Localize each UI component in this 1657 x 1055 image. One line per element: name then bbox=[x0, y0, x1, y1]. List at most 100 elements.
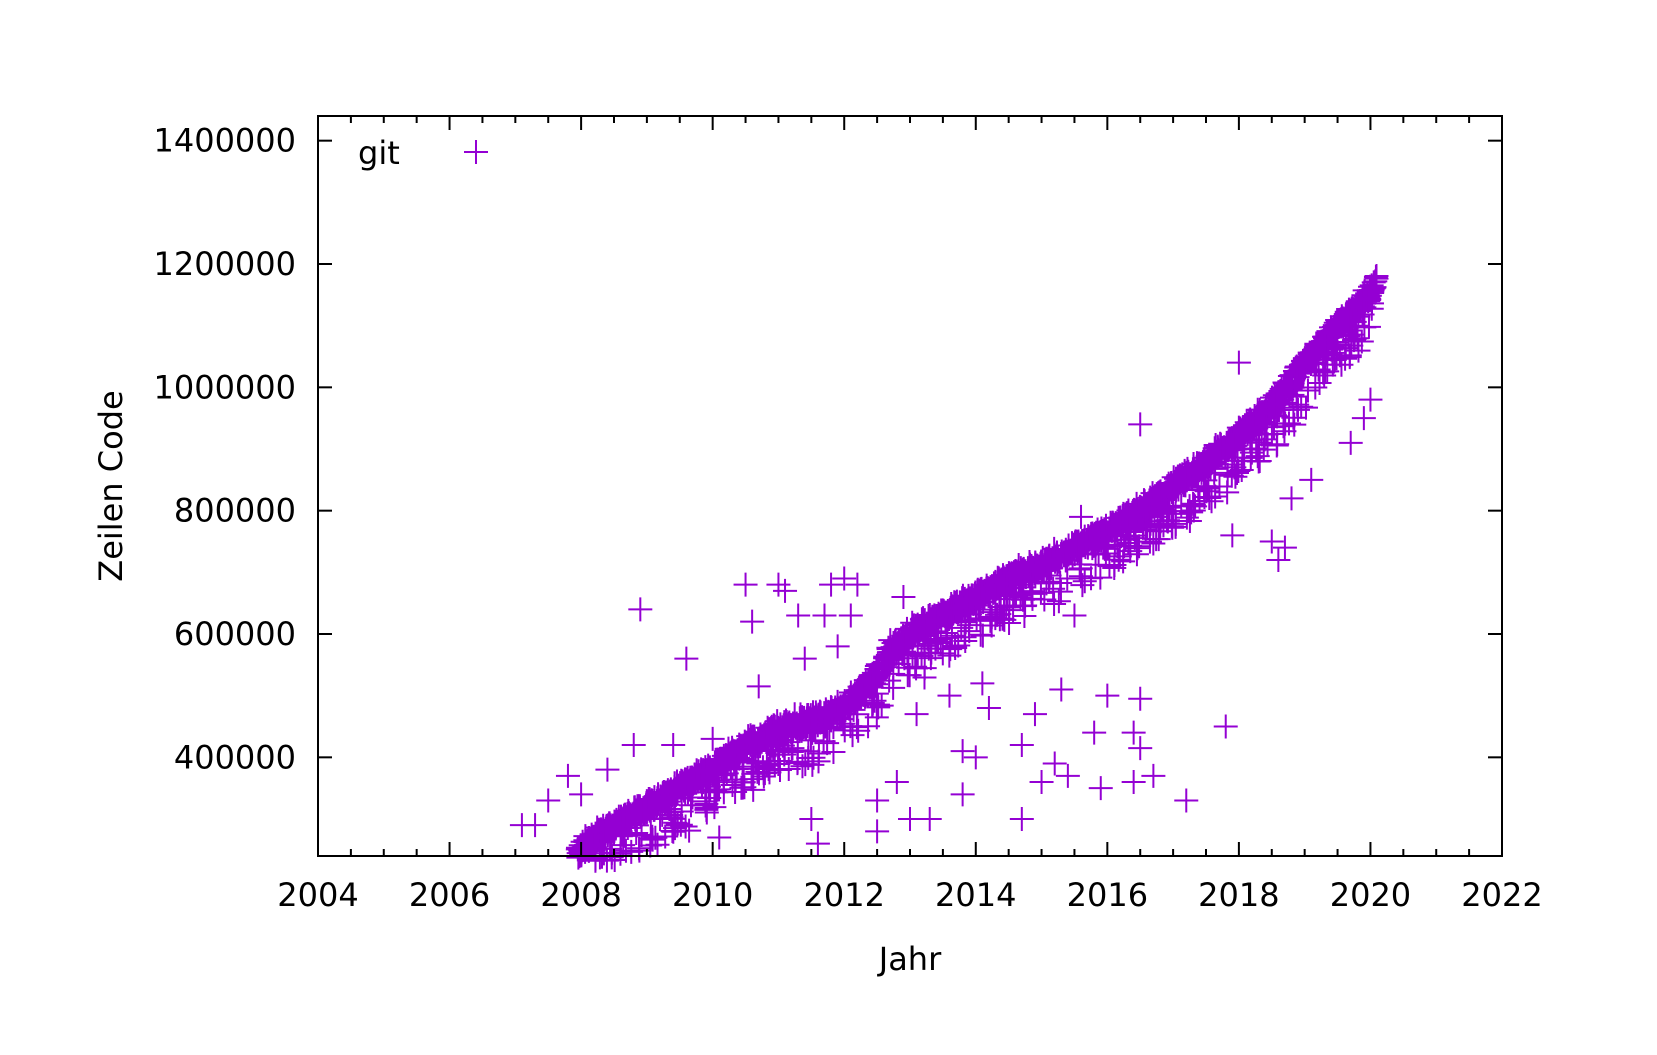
x-tick-label: 2010 bbox=[672, 876, 753, 914]
data-point bbox=[751, 726, 776, 751]
data-point bbox=[846, 718, 871, 743]
data-point bbox=[870, 655, 895, 680]
data-point-outlier bbox=[819, 572, 844, 597]
data-point bbox=[1264, 433, 1289, 458]
data-point bbox=[1133, 497, 1157, 522]
data-point bbox=[1333, 346, 1358, 371]
x-tick-label: 2014 bbox=[935, 876, 1016, 914]
data-point bbox=[1192, 474, 1217, 499]
data-point bbox=[865, 692, 890, 717]
data-point-outlier bbox=[595, 757, 620, 782]
data-point bbox=[1066, 533, 1091, 558]
data-point bbox=[720, 744, 745, 769]
data-point bbox=[754, 729, 779, 754]
data-point bbox=[1356, 287, 1381, 312]
data-point-outlier bbox=[845, 572, 870, 597]
data-point bbox=[1210, 435, 1235, 460]
data-point bbox=[1313, 327, 1338, 352]
data-point-outlier bbox=[661, 733, 686, 757]
data-point bbox=[1363, 269, 1388, 294]
data-point bbox=[1342, 326, 1367, 351]
data-point bbox=[593, 816, 618, 841]
data-point bbox=[1276, 411, 1301, 436]
axis-ticks bbox=[317, 116, 1503, 856]
data-point bbox=[992, 607, 1017, 632]
y-tick-label: 1000000 bbox=[153, 368, 296, 406]
data-point bbox=[800, 752, 825, 777]
data-point-outlier bbox=[674, 646, 699, 671]
x-tick-label: 2022 bbox=[1461, 876, 1542, 914]
data-point-outlier bbox=[1055, 763, 1080, 788]
x-tick-label: 2004 bbox=[277, 876, 358, 914]
data-point bbox=[1125, 536, 1150, 561]
data-point bbox=[1144, 482, 1169, 507]
data-point bbox=[1034, 571, 1059, 596]
data-point bbox=[1161, 499, 1186, 524]
data-point bbox=[678, 770, 703, 795]
data-point bbox=[1148, 479, 1173, 504]
data-point-outlier bbox=[1121, 720, 1146, 745]
data-point bbox=[997, 580, 1022, 605]
data-point-outlier bbox=[766, 572, 791, 597]
data-point-outlier bbox=[786, 603, 811, 628]
data-point bbox=[955, 588, 980, 613]
data-point bbox=[1307, 370, 1332, 395]
data-point bbox=[862, 688, 887, 713]
data-point bbox=[1226, 459, 1251, 484]
data-point-outlier bbox=[1213, 714, 1238, 739]
data-point-outlier bbox=[1279, 486, 1304, 511]
data-point bbox=[1046, 589, 1071, 614]
data-point bbox=[705, 752, 730, 777]
data-point bbox=[782, 712, 807, 737]
data-point bbox=[1268, 379, 1293, 404]
data-point bbox=[565, 837, 590, 862]
data-point-outlier bbox=[1088, 776, 1113, 801]
data-point-outlier bbox=[950, 782, 975, 807]
data-point bbox=[808, 700, 833, 725]
legend-marker-git bbox=[464, 140, 488, 164]
data-point bbox=[1070, 573, 1095, 598]
data-point bbox=[1322, 313, 1347, 338]
data-point bbox=[680, 785, 705, 810]
data-point bbox=[741, 728, 766, 753]
data-point bbox=[983, 574, 1008, 599]
data-point-outlier bbox=[1128, 736, 1153, 761]
data-point bbox=[918, 631, 943, 656]
data-point bbox=[1118, 504, 1143, 529]
data-point bbox=[1304, 350, 1329, 375]
x-tick-label: 2012 bbox=[804, 876, 885, 914]
data-point-outlier bbox=[1174, 788, 1199, 813]
data-point-outlier bbox=[1022, 702, 1047, 727]
data-point-outlier bbox=[536, 788, 561, 813]
data-point bbox=[978, 600, 1003, 625]
data-point bbox=[754, 753, 779, 778]
data-point bbox=[842, 681, 867, 706]
data-point bbox=[827, 699, 852, 724]
data-point-outlier bbox=[773, 578, 798, 603]
data-point-outlier bbox=[976, 696, 1001, 720]
data-point-outlier bbox=[621, 733, 646, 757]
data-point-outlier bbox=[1141, 763, 1166, 788]
data-point bbox=[1300, 345, 1325, 370]
plot-marks bbox=[509, 264, 1389, 873]
data-point-outlier bbox=[740, 609, 765, 634]
data-point bbox=[788, 707, 813, 732]
data-point bbox=[1232, 424, 1257, 449]
data-point-outlier bbox=[1095, 683, 1120, 708]
data-point bbox=[1198, 446, 1223, 471]
data-point-outlier bbox=[555, 763, 580, 788]
data-point bbox=[1188, 452, 1213, 477]
data-point bbox=[1261, 415, 1286, 440]
data-point-outlier bbox=[812, 603, 837, 628]
data-point-outlier bbox=[648, 807, 673, 831]
data-point-outlier bbox=[825, 634, 850, 659]
data-point-outlier bbox=[1029, 770, 1054, 794]
data-point-outlier bbox=[746, 674, 771, 699]
data-point-outlier bbox=[628, 597, 653, 622]
data-point bbox=[612, 802, 637, 827]
y-tick-label: 600000 bbox=[174, 615, 296, 653]
data-point-outlier bbox=[1009, 807, 1034, 831]
legend-marker-plus bbox=[464, 140, 488, 164]
data-point bbox=[1247, 448, 1272, 473]
data-point-outlier bbox=[1299, 467, 1324, 492]
